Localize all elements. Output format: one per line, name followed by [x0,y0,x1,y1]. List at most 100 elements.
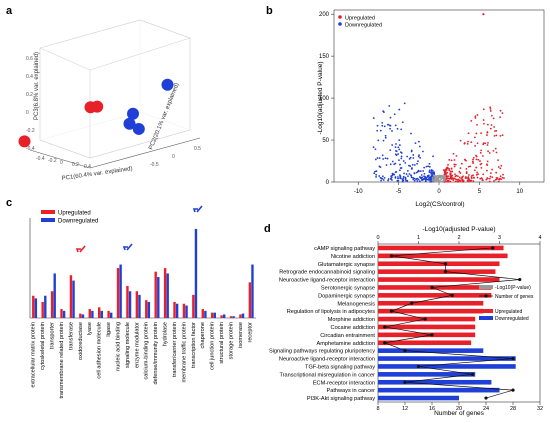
volcano-point [499,109,502,112]
kegg-category-label: Glutamatergic synapse [318,262,375,268]
gene-count-point [383,341,387,345]
volcano-point [400,155,403,158]
bar-category-label: hydrolase [163,322,169,346]
volcano-point [410,132,412,135]
volcano-point [489,106,492,109]
volcano-point [399,163,401,166]
bar-category-label: cytoskeletal protein [40,322,46,370]
volcano-point [501,134,504,137]
volcano-point [387,179,390,182]
volcano-point [412,176,414,179]
volcano-ytick: 50 [322,138,329,144]
bar-down [175,303,179,318]
bar-category-label: structural protein [219,322,225,364]
volcano-point [481,155,484,157]
kegg-category-label: TGF-beta signaling pathway [305,364,375,370]
panel-c-label: c [6,197,12,209]
volcano-point [419,156,421,159]
volcano-point [486,123,489,126]
bar-category-label: cell adhesion molecule [97,322,103,379]
volcano-point [416,177,419,180]
bar-up [126,285,129,318]
volcano-point [457,175,459,178]
bar-category-label: transmembrane related protein [59,322,65,399]
volcano-point [489,127,492,130]
volcano-point [495,171,498,174]
volcano-point [449,172,452,175]
volcano-point [426,175,429,178]
volcano-point [472,162,474,164]
volcano-point [374,170,376,173]
bar-down [251,264,254,318]
volcano-point [482,142,485,145]
volcano-point [398,144,401,146]
volcano-point [414,142,417,145]
volcano-point [473,136,476,139]
bar-category-label: signaling molecule [125,322,131,368]
kegg-category-label: Morphine addiction [328,317,375,323]
volcano-point [422,178,425,181]
kegg-xtick: 28 [510,406,516,412]
gene-count-point [403,380,407,384]
volcano-point [425,177,427,180]
volcano-point [400,152,403,154]
volcano-point [397,153,400,155]
volcano-point-ns [433,175,436,177]
bar-up [248,282,252,318]
volcano-point [375,176,377,178]
kegg-category-label: Retrograde endocannabinoid signaling [279,270,375,276]
volcano-point [429,171,432,174]
volcano-point [482,108,485,111]
kegg-category-label: Pathways in cancer [326,388,375,394]
gene-count-point [423,317,427,321]
pca-ztick: -0.2 [26,128,35,134]
volcano-point [412,154,415,156]
volcano-point [432,155,434,158]
volcano-point [471,160,474,163]
volcano-point [394,162,397,165]
volcano-point [391,160,394,163]
bar-up [135,291,139,318]
volcano-point [402,175,405,178]
volcano-plot: Upregulated Downregulated -Log10(adjuste… [317,9,545,208]
bar-up [116,268,120,318]
volcano-point [493,130,496,132]
bar-legend-down: Downregulated [58,219,98,225]
pca-xtick: -0.2 [48,158,57,164]
volcano-point [394,153,397,156]
volcano-point [423,166,426,169]
volcano-point [385,164,388,166]
bar-up [88,309,91,318]
kegg-bar-down [378,364,516,369]
volcano-point [404,178,407,181]
bar-category-label: membrane traffic protein [181,322,187,383]
volcano-point [417,160,419,163]
legend-down-label-d: Downregulated [495,316,529,322]
volcano-point [399,177,402,180]
volcano-point [498,178,500,181]
volcano-point [380,179,382,182]
volcano-point [481,179,484,182]
legend-up-marker [338,15,342,19]
volcano-point [383,177,386,179]
volcano-point [384,136,387,139]
volcano-point [406,180,409,182]
volcano-point [486,131,489,133]
bar-up [192,294,195,318]
volcano-point [389,116,392,119]
bar-up [210,312,214,318]
volcano-point [461,180,464,183]
volcano-point [383,111,385,114]
volcano-point [487,141,489,144]
volcano-point [429,178,432,181]
volcano-point [473,169,476,172]
kegg-category-label: cAMP signaling pathway [314,246,375,252]
volcano-point [410,176,413,179]
volcano-point [446,175,449,178]
kegg-xtick: 8 [376,406,379,412]
volcano-point [497,180,500,183]
volcano-point [495,134,498,137]
volcano-point [424,180,427,183]
gene-count-point [484,396,488,400]
arrow-nucleic-acid-binding [122,243,133,251]
